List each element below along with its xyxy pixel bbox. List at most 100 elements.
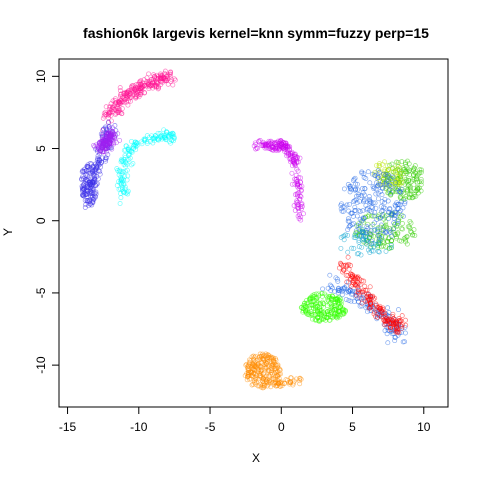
data-point <box>111 131 117 137</box>
data-point <box>94 157 100 163</box>
data-point <box>369 248 375 254</box>
data-point <box>164 129 170 135</box>
data-point <box>79 176 85 182</box>
data-point <box>118 91 124 97</box>
data-point <box>407 191 413 197</box>
data-point <box>127 151 132 157</box>
data-point <box>389 238 394 244</box>
data-point <box>106 133 112 139</box>
data-point <box>113 140 119 146</box>
data-point <box>388 177 394 183</box>
data-point <box>404 168 410 174</box>
data-point <box>142 136 148 142</box>
data-point <box>402 339 408 345</box>
data-point <box>129 138 134 144</box>
data-point <box>254 145 260 151</box>
data-point <box>82 166 87 172</box>
data-point <box>106 124 112 130</box>
data-point <box>103 112 109 118</box>
data-point <box>343 232 349 238</box>
data-point <box>385 340 391 346</box>
y-tick-label: 5 <box>34 145 48 152</box>
data-point <box>83 192 89 198</box>
data-point <box>161 127 167 133</box>
data-point <box>90 168 96 174</box>
data-point <box>348 298 354 304</box>
data-point <box>91 165 96 171</box>
data-point <box>251 371 257 376</box>
data-point <box>317 301 323 307</box>
data-point <box>265 359 271 365</box>
data-point <box>395 180 401 186</box>
data-point <box>347 223 353 229</box>
data-point <box>404 170 410 176</box>
data-point <box>249 382 255 388</box>
data-point <box>393 180 399 186</box>
data-point <box>383 172 389 178</box>
data-point <box>314 297 320 303</box>
data-point <box>295 182 300 188</box>
data-point <box>380 310 386 316</box>
data-point <box>367 297 373 302</box>
data-point <box>336 308 342 314</box>
data-point <box>324 293 329 299</box>
data-point <box>356 237 362 243</box>
data-point <box>397 171 403 177</box>
data-point <box>390 311 396 317</box>
data-point <box>370 293 376 299</box>
data-point <box>417 169 423 175</box>
data-point <box>308 311 314 317</box>
data-point <box>392 338 398 344</box>
data-point <box>272 373 278 379</box>
data-point <box>82 197 88 203</box>
data-point <box>381 171 387 177</box>
data-point <box>364 239 370 245</box>
data-point <box>90 163 96 169</box>
data-point <box>263 351 269 357</box>
data-point <box>273 367 279 373</box>
data-point <box>123 190 129 196</box>
data-point <box>309 293 315 299</box>
data-point <box>293 172 299 178</box>
data-point <box>266 354 271 360</box>
data-point <box>349 245 355 251</box>
data-point <box>109 146 115 152</box>
data-point <box>94 181 100 187</box>
data-point <box>345 249 351 255</box>
data-point <box>301 211 306 217</box>
data-point <box>101 130 107 136</box>
data-point <box>360 289 366 295</box>
data-point <box>400 205 406 211</box>
data-point <box>163 137 169 143</box>
data-point <box>134 140 140 146</box>
data-point <box>156 85 162 91</box>
data-point <box>107 103 113 109</box>
data-point <box>320 286 326 292</box>
data-point <box>382 173 388 178</box>
data-point <box>371 184 377 190</box>
data-point <box>142 90 147 96</box>
data-point <box>336 286 341 292</box>
data-point <box>393 329 399 335</box>
data-point <box>370 171 375 177</box>
data-point <box>253 146 259 152</box>
data-point <box>146 86 152 92</box>
data-point <box>85 164 91 170</box>
data-point <box>248 369 254 375</box>
data-point <box>97 158 103 164</box>
data-point <box>113 100 119 106</box>
data-point <box>407 184 413 189</box>
data-point <box>373 205 379 211</box>
data-point <box>387 206 393 211</box>
data-point <box>317 317 323 323</box>
data-point <box>88 188 93 194</box>
data-point <box>359 229 365 235</box>
data-point <box>295 168 301 174</box>
data-point <box>383 248 389 254</box>
data-point <box>396 209 402 215</box>
data-point <box>245 373 251 379</box>
data-point <box>373 191 379 197</box>
data-point <box>344 279 350 285</box>
data-point <box>84 198 90 203</box>
